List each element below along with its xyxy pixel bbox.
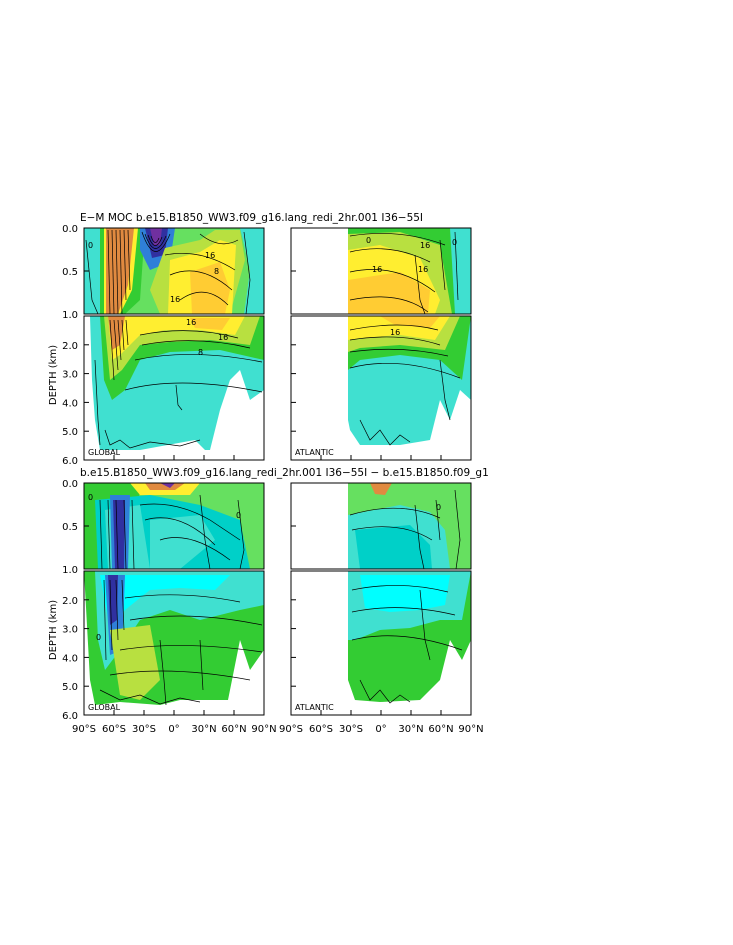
panel-bottom-atlantic-upper bbox=[291, 483, 471, 569]
lat-tick-label: 90°S bbox=[279, 724, 303, 735]
contour-label: 16 bbox=[420, 241, 430, 250]
lat-tick-label: 30°S bbox=[339, 724, 363, 735]
depth-tick-label: 4.0 bbox=[62, 398, 78, 409]
contour-label: 0 bbox=[452, 238, 457, 247]
contour-label: 0 bbox=[236, 511, 241, 520]
contour-labels-top: 0 16 8 16 16 8 16 16 16 16 16 0 0 bbox=[88, 236, 457, 357]
depth-tick-label: 1.0 bbox=[62, 565, 78, 576]
depth-tick-label: 0.5 bbox=[62, 267, 78, 278]
lat-tick-label: 60°S bbox=[309, 724, 333, 735]
label-bottom-atlantic: ATLANTIC bbox=[295, 703, 334, 712]
panel-top-global-lower bbox=[84, 316, 264, 460]
lat-tick-label: 30°N bbox=[191, 724, 216, 735]
bottom-y-axis-label: DEPTH (km) bbox=[48, 600, 59, 660]
depth-tick-label: 2.0 bbox=[62, 341, 78, 352]
lat-tick-label: 60°N bbox=[428, 724, 453, 735]
lat-tick-label: 90°N bbox=[458, 724, 483, 735]
contour-label: 0 bbox=[88, 241, 93, 250]
lat-tick-label: 90°N bbox=[251, 724, 276, 735]
depth-tick-label: 6.0 bbox=[62, 711, 78, 722]
bottom-figure-title: b.e15.B1850_WW3.f09_g16.lang_redi_2hr.00… bbox=[80, 467, 489, 479]
depth-tick-label: 1.0 bbox=[62, 310, 78, 321]
contour-label: 16 bbox=[205, 251, 215, 260]
panel-bottom-global-upper bbox=[84, 483, 264, 569]
depth-tick-label: 0.0 bbox=[62, 479, 78, 490]
contour-label: 16 bbox=[418, 265, 428, 274]
lat-tick-label: 60°S bbox=[102, 724, 126, 735]
contour-label: 16 bbox=[390, 328, 400, 337]
depth-tick-label: 3.0 bbox=[62, 625, 78, 636]
contour-label: 0 bbox=[366, 236, 371, 245]
top-figure-title: E−M MOC b.e15.B1850_WW3.f09_g16.lang_red… bbox=[80, 212, 423, 224]
depth-tick-label: 5.0 bbox=[62, 682, 78, 693]
contour-label: 0 bbox=[96, 633, 101, 642]
contour-label: 16 bbox=[170, 295, 180, 304]
contour-label: 8 bbox=[198, 348, 203, 357]
lat-tick-label: 90°S bbox=[72, 724, 96, 735]
panel-bottom-global-lower bbox=[84, 571, 264, 715]
top-y-axis-label: DEPTH (km) bbox=[48, 345, 59, 405]
lat-tick-label: 30°S bbox=[132, 724, 156, 735]
lat-tick-label: 60°N bbox=[221, 724, 246, 735]
panel-top-global-upper bbox=[84, 228, 264, 314]
contour-labels-bottom: 0 0 0 0 bbox=[88, 493, 441, 642]
lat-tick-label: 0° bbox=[168, 724, 179, 735]
panel-top-atlantic-upper bbox=[291, 228, 471, 314]
lat-tick-label: 0° bbox=[375, 724, 386, 735]
label-top-atlantic: ATLANTIC bbox=[295, 448, 334, 457]
contour-label: 8 bbox=[214, 267, 219, 276]
axis-ticks: 0.0 0.5 1.0 2.0 3.0 4.0 5.0 6.0 0.0 0.5 1.0 2.0 3.0 4… bbox=[62, 224, 484, 735]
label-top-global: GLOBAL bbox=[88, 448, 121, 457]
label-bottom-global: GLOBAL bbox=[88, 703, 121, 712]
depth-tick-label: 2.0 bbox=[62, 596, 78, 607]
depth-tick-label: 0.0 bbox=[62, 224, 78, 235]
depth-tick-label: 3.0 bbox=[62, 370, 78, 381]
lat-tick-label: 30°N bbox=[398, 724, 423, 735]
contour-label: 16 bbox=[186, 318, 196, 327]
panel-bottom-atlantic-lower bbox=[291, 571, 471, 715]
depth-tick-label: 0.5 bbox=[62, 522, 78, 533]
contour-label: 16 bbox=[218, 333, 228, 342]
contour-label: 0 bbox=[88, 493, 93, 502]
depth-tick-label: 6.0 bbox=[62, 456, 78, 467]
contour-label: 16 bbox=[372, 265, 382, 274]
depth-tick-label: 4.0 bbox=[62, 653, 78, 664]
contour-label: 0 bbox=[436, 503, 441, 512]
depth-tick-label: 5.0 bbox=[62, 427, 78, 438]
panel-top-atlantic-lower bbox=[291, 316, 471, 460]
